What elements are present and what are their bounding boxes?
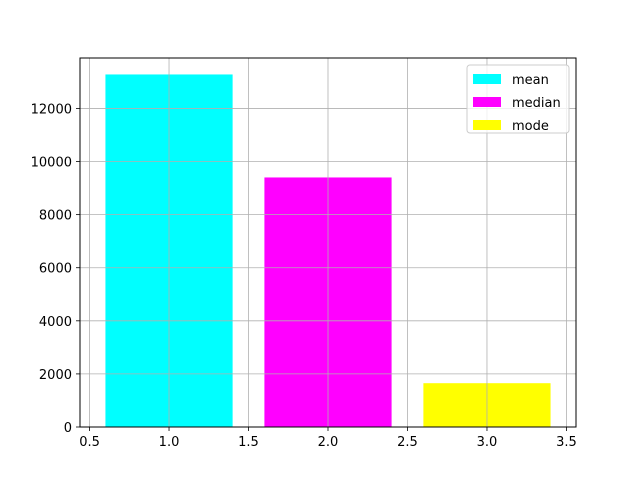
legend-swatch-mean — [473, 74, 501, 84]
legend-swatch-median — [473, 97, 501, 107]
x-tick-label: 2.5 — [397, 435, 418, 450]
legend-label-median: median — [512, 96, 561, 111]
x-tick-label: 3.0 — [477, 435, 498, 450]
ticks: 0.5 1.0 1.5 2.0 2.5 3.0 3.5 0 2000 4000 6000 8000 10… — [31, 102, 577, 450]
x-tick-label: 3.5 — [556, 435, 577, 450]
y-tick-label: 10000 — [31, 156, 72, 171]
legend-label-mode: mode — [512, 119, 549, 134]
legend-swatch-mode — [473, 120, 501, 130]
y-tick-label: 0 — [64, 421, 72, 436]
y-tick-label: 6000 — [39, 262, 72, 277]
grid — [80, 58, 576, 428]
x-tick-label: 2.0 — [318, 435, 339, 450]
x-tick-label: 0.5 — [79, 435, 100, 450]
y-tick-label: 4000 — [39, 315, 72, 330]
legend-label-mean: mean — [512, 73, 549, 88]
y-tick-label: 8000 — [39, 209, 72, 224]
x-tick-label: 1.0 — [159, 435, 180, 450]
legend: mean median mode — [466, 64, 570, 134]
y-tick-label: 12000 — [31, 102, 72, 117]
x-tick-label: 1.5 — [238, 435, 259, 450]
y-tick-label: 2000 — [39, 368, 72, 383]
